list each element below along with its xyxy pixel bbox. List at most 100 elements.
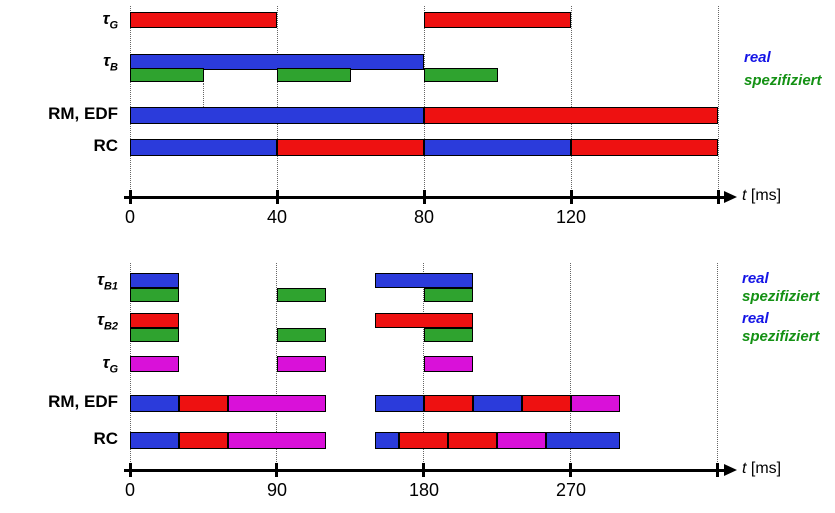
rc-bar	[130, 432, 179, 449]
axis-tick	[569, 463, 573, 477]
axis-tick	[275, 463, 279, 477]
time-gridline	[570, 263, 572, 470]
tau-G-bar	[130, 12, 277, 28]
legend-real: real	[744, 49, 771, 66]
tau-G-bar	[423, 356, 473, 372]
task-subscript: B	[110, 61, 118, 74]
rc-bar	[374, 432, 400, 449]
legend-real: real	[742, 270, 769, 287]
tau-B-spec-bar	[130, 68, 204, 82]
rc-bar	[571, 139, 718, 156]
row-label-tau-B1-real: τB1	[14, 270, 118, 292]
axis-tick-label: 90	[266, 480, 287, 500]
time-gridline	[129, 6, 131, 197]
axis-tick-label: 270	[555, 480, 586, 500]
rm-edf-bar	[423, 395, 473, 412]
axis-tick	[422, 463, 426, 477]
rm-edf-bar	[374, 395, 424, 412]
task-symbol: τ	[96, 270, 104, 289]
rm-edf-bar	[424, 107, 718, 124]
rc-bar	[546, 432, 620, 449]
rc-bar	[424, 139, 571, 156]
rm-edf-bar	[178, 395, 228, 412]
task-subscript: G	[109, 363, 118, 376]
axis-arrow-icon	[724, 191, 737, 203]
tau-G-bar	[424, 12, 571, 28]
rc-bar	[130, 139, 277, 156]
axis-tick	[128, 463, 132, 477]
axis-tick-label: 80	[413, 207, 435, 227]
rc-bar	[277, 139, 424, 156]
rm-edf-bar	[130, 395, 179, 412]
tau-G-bar	[130, 356, 179, 372]
tau-B2-spec-bar	[276, 328, 326, 342]
time-gridline	[570, 6, 572, 197]
axis-tick-label: 120	[555, 207, 587, 227]
time-gridline	[717, 263, 719, 470]
rc-bar	[178, 432, 228, 449]
rm-edf-bar	[521, 395, 571, 412]
rc-bar	[227, 432, 326, 449]
rc-bar	[448, 432, 498, 449]
task-symbol: τ	[102, 353, 110, 372]
row-label-tau-B-real: τB	[14, 51, 118, 73]
tau-B1-spec-bar	[130, 288, 179, 302]
time-gridline	[423, 6, 425, 197]
axis-tick-label: 180	[408, 480, 439, 500]
tau-B1-spec-bar	[276, 288, 326, 302]
time-gridline	[276, 6, 278, 197]
axis-tick	[422, 190, 426, 204]
row-label-tau-G: τG	[14, 9, 118, 31]
tau-B2-spec-bar	[423, 328, 473, 342]
legend-spezifiziert: spezifiziert	[744, 72, 822, 89]
axis-tick-label: 0	[124, 480, 135, 500]
task-symbol: τ	[102, 9, 110, 28]
axis-arrow-icon	[724, 464, 737, 476]
tau-B2-spec-bar	[130, 328, 179, 342]
legend-spezifiziert: spezifiziert	[742, 288, 820, 305]
rc-bar	[497, 432, 547, 449]
axis-unit-t-bottom: t	[742, 460, 747, 477]
legend-real: real	[742, 310, 769, 327]
axis-tick	[569, 190, 573, 204]
tau-B2-real-bar	[374, 313, 473, 328]
axis-unit-label-bottom: t [ms]	[742, 460, 781, 478]
row-label-rm-edf: RM, EDF	[48, 104, 118, 123]
tau-B1-real-bar	[130, 273, 179, 288]
rm-edf-bar	[570, 395, 620, 412]
tau-B1-spec-bar	[423, 288, 473, 302]
axis-tick	[716, 463, 720, 477]
task-symbol: τ	[103, 51, 111, 70]
task-symbol: τ	[96, 310, 104, 329]
task-subscript: B1	[103, 280, 118, 293]
time-gridline	[717, 6, 719, 197]
row-label-rc: RC	[93, 429, 118, 448]
axis-tick	[716, 190, 720, 204]
axis-unit-t-top: t	[742, 187, 747, 204]
axis-tick-label: 40	[266, 207, 288, 227]
legend-spezifiziert: spezifiziert	[742, 328, 820, 345]
tau-G-bar	[276, 356, 326, 372]
rm-edf-bar	[130, 107, 424, 124]
axis-tick-label: 0	[124, 207, 135, 227]
time-gridline-partial	[203, 83, 204, 107]
task-subscript: B2	[103, 320, 118, 333]
axis-tick	[128, 190, 132, 204]
tau-B-spec-bar	[277, 68, 351, 82]
tau-B2-real-bar	[130, 313, 179, 328]
row-label-tau-G: τG	[14, 353, 118, 375]
axis-unit-label-top: t [ms]	[742, 187, 781, 205]
axis-tick	[275, 190, 279, 204]
row-label-tau-B2-real: τB2	[14, 310, 118, 332]
tau-B-spec-bar	[424, 68, 498, 82]
rc-bar	[399, 432, 449, 449]
axis-unit-ms-top: [ms]	[750, 187, 782, 204]
tau-B1-real-bar	[374, 273, 473, 288]
rm-edf-bar	[227, 395, 326, 412]
task-subscript: G	[109, 19, 118, 32]
axis-unit-ms-bottom: [ms]	[750, 460, 782, 477]
row-label-rc: RC	[93, 136, 118, 155]
